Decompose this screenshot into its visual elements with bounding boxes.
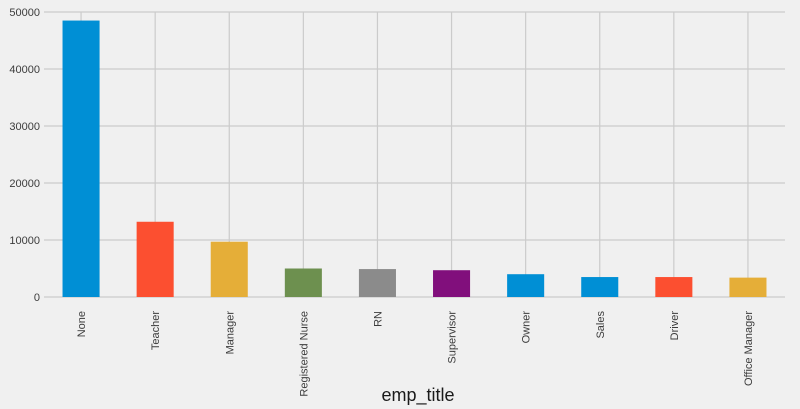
bar	[210, 241, 248, 297]
x-tick-label: Teacher	[150, 311, 162, 350]
y-tick-label: 30000	[9, 121, 40, 133]
y-tick-labels: 0 10000 20000 30000 40000 50000	[9, 7, 40, 304]
x-tick-label: Supervisor	[447, 311, 459, 364]
bars	[62, 20, 767, 298]
x-tick-label: Registered Nurse	[298, 311, 310, 397]
x-tick-label: Sales	[595, 311, 607, 339]
bar	[136, 221, 174, 297]
bar	[62, 20, 100, 298]
x-tick-label: Office Manager	[743, 311, 755, 386]
x-tick-label: Manager	[224, 311, 236, 355]
y-tick-label: 40000	[9, 64, 40, 76]
grid-lines	[44, 11, 785, 298]
x-tick-labels: None Teacher Manager Registered Nurse RN Supe…	[76, 311, 755, 397]
bar	[433, 270, 471, 297]
x-tick-label: None	[76, 311, 88, 337]
y-tick-label: 10000	[9, 235, 40, 247]
bar	[581, 277, 619, 297]
bar	[284, 268, 322, 297]
y-tick-label: 0	[34, 292, 40, 304]
y-tick-label: 20000	[9, 178, 40, 190]
bar	[729, 277, 767, 297]
x-tick-label: Owner	[521, 311, 533, 344]
bar	[358, 269, 396, 297]
x-tick-label: RN	[372, 311, 384, 327]
bar	[507, 274, 545, 297]
x-axis-label: emp_title	[381, 385, 454, 406]
bar	[655, 277, 693, 297]
y-tick-label: 50000	[9, 7, 40, 19]
x-tick-label: Driver	[669, 311, 681, 341]
